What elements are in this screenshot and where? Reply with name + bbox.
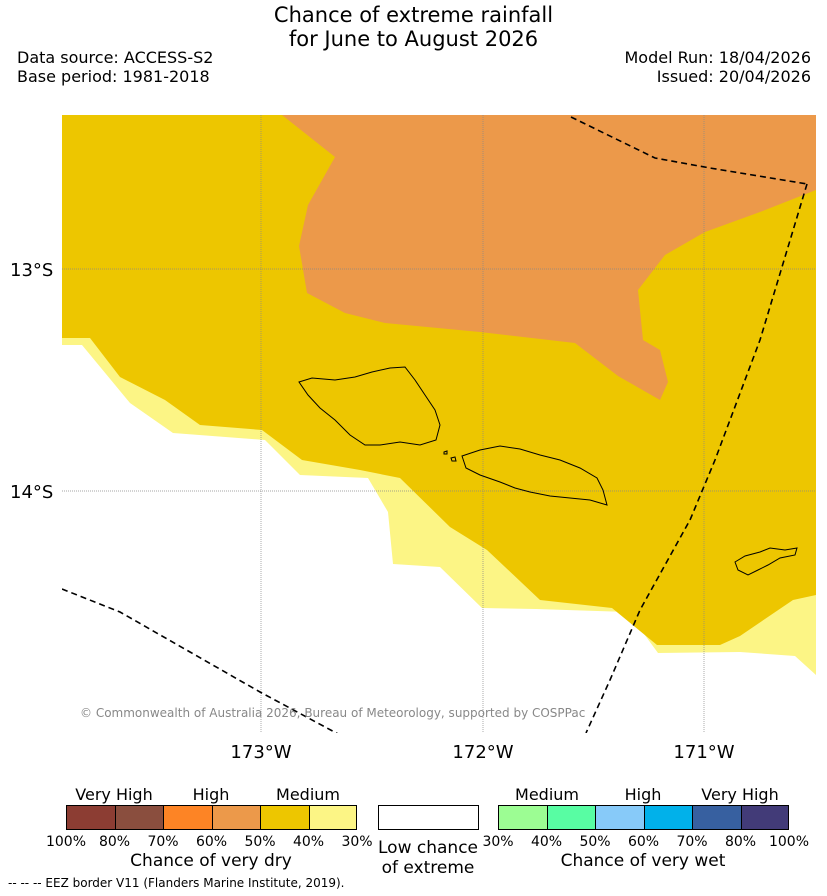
small-island <box>450 456 457 462</box>
savaii-island <box>298 366 441 446</box>
eez-footnote: -- -- -- EEZ border V11 (Flanders Marine… <box>8 876 345 890</box>
dry-swatch-2 <box>163 805 212 830</box>
dry-swatch-3 <box>211 805 260 830</box>
dry-cat-high: High <box>192 785 230 804</box>
dry-tick-label: 60% <box>195 834 228 850</box>
chart-title: Chance of extreme rainfall for June to A… <box>0 3 827 51</box>
dry-colorbar <box>66 805 357 830</box>
dry-tick-label: 40% <box>292 834 325 850</box>
wet-cat-very-high: Very High <box>701 785 779 804</box>
wet-tick-label: 60% <box>627 834 660 850</box>
wet-swatch-0 <box>498 805 547 830</box>
wet-colorbar <box>498 805 789 830</box>
rainfall-map: 13°S 14°S 173°W 172°W 171°W <box>10 115 816 763</box>
lon-label-172w: 172°W <box>452 742 513 763</box>
wet-tick-label: 80% <box>724 834 757 850</box>
lon-label-171w: 171°W <box>673 742 734 763</box>
dry-cat-very-high: Very High <box>75 785 153 804</box>
dry-cat-medium: Medium <box>276 785 340 804</box>
low-chance-line-2: of extreme <box>381 858 475 878</box>
low-chance-label: Low chance of extreme <box>378 838 478 878</box>
wet-cat-high: High <box>624 785 662 804</box>
copyright-text: © Commonwealth of Australia 2026, Bureau… <box>80 706 586 720</box>
issued-text: Issued: 20/04/2026 <box>656 67 811 86</box>
region-high-dry <box>282 115 816 400</box>
low-chance-line-1: Low chance <box>378 838 478 858</box>
graticule <box>62 115 816 733</box>
dry-swatch-0 <box>66 805 115 830</box>
low-chance-swatch <box>378 805 479 830</box>
wet-tick-label: 100% <box>768 834 810 850</box>
dry-tick-label: 30% <box>341 834 373 850</box>
lon-label-173w: 173°W <box>230 742 291 763</box>
title-line-2: for June to August 2026 <box>288 27 539 51</box>
eez-borders <box>62 116 808 733</box>
header-left: Data source: ACCESS-S2 Base period: 1981… <box>17 48 213 86</box>
dry-tick-label: 80% <box>98 834 131 850</box>
wet-legend-title: Chance of very wet <box>560 851 726 871</box>
lat-label-14s: 14°S <box>10 482 53 503</box>
wet-tick-label: 50% <box>579 834 611 850</box>
dry-swatch-4 <box>260 805 309 830</box>
header-right: Model Run: 18/04/2026 Issued: 20/04/2026 <box>625 48 812 86</box>
wet-swatch-2 <box>595 805 644 830</box>
wet-tick-label: 70% <box>676 834 708 850</box>
tutuila-island <box>734 547 798 576</box>
wet-swatch-1 <box>546 805 595 830</box>
lat-label-13s: 13°S <box>10 260 53 281</box>
wet-swatch-3 <box>643 805 692 830</box>
wet-swatch-4 <box>692 805 741 830</box>
wet-tick-label: 30% <box>482 834 514 850</box>
dry-swatch-5 <box>308 805 357 830</box>
dry-tick-label: 50% <box>244 834 276 850</box>
model-run-text: Model Run: 18/04/2026 <box>624 48 812 67</box>
dry-swatch-1 <box>114 805 163 830</box>
data-source-text: Data source: ACCESS-S2 <box>17 48 214 67</box>
dry-legend-title: Chance of very dry <box>130 851 292 871</box>
base-period-text: Base period: 1981-2018 <box>17 67 210 86</box>
dry-tick-label: 100% <box>45 834 87 850</box>
wet-cat-medium: Medium <box>515 785 579 804</box>
title-line-1: Chance of extreme rainfall <box>273 3 554 27</box>
map-layers <box>62 115 816 733</box>
wet-swatch-5 <box>740 805 789 830</box>
upolu-island <box>461 445 608 506</box>
small-island <box>443 450 448 455</box>
wet-tick-label: 40% <box>530 834 563 850</box>
dry-tick-label: 70% <box>147 834 179 850</box>
